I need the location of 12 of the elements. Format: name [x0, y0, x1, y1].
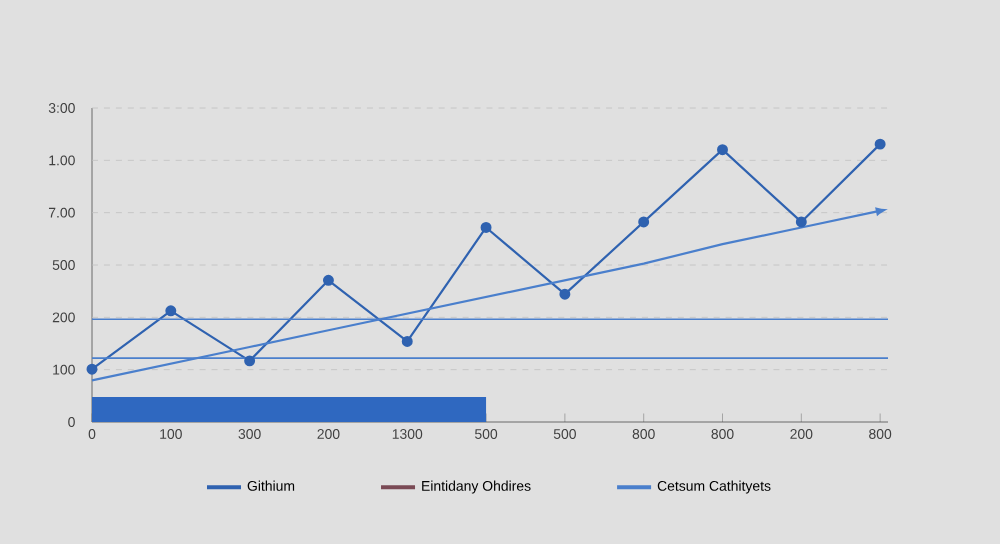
point: [322, 274, 334, 286]
point: [795, 216, 807, 228]
point: [638, 216, 650, 228]
point: [401, 335, 413, 347]
point: [874, 138, 886, 150]
point: [86, 363, 98, 375]
point: [559, 288, 571, 300]
point: [165, 305, 177, 317]
point: [875, 207, 888, 217]
point: [244, 355, 256, 367]
point: [717, 144, 728, 156]
point: [480, 222, 492, 233]
